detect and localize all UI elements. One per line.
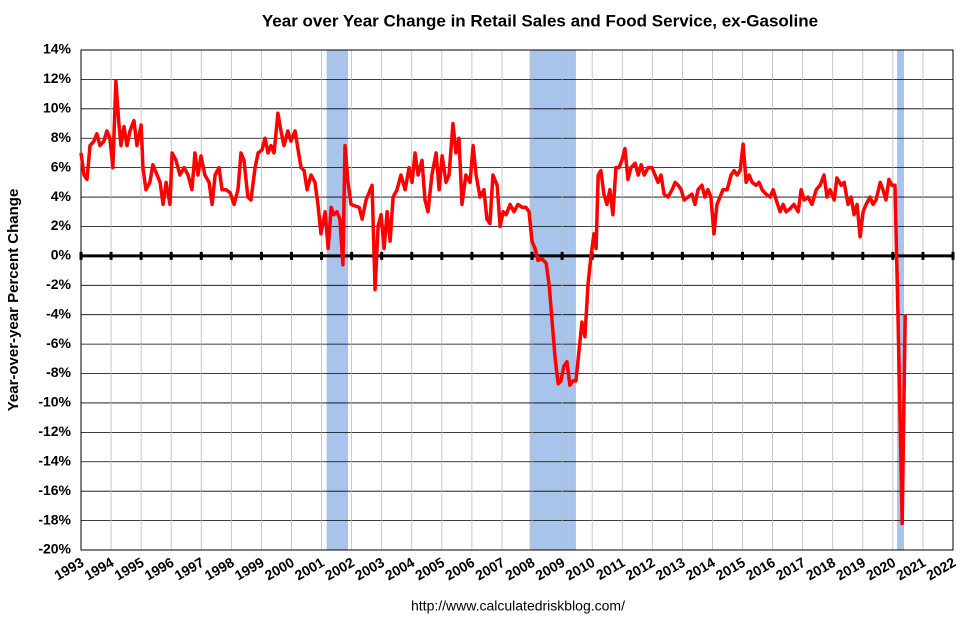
y-tick-label: 14% — [43, 41, 72, 57]
data-line — [79, 79, 907, 526]
y-tick-label: 8% — [51, 129, 72, 145]
y-tick-label: 4% — [51, 188, 72, 204]
y-axis-label: Year-over-year Percent Change — [5, 189, 22, 412]
x-tick-label: 2011 — [593, 554, 627, 583]
y-tick-label: -16% — [38, 482, 71, 498]
plot-area — [81, 50, 953, 550]
source: http://www.calculatedriskblog.com/ — [411, 598, 625, 614]
y-tick-label: 12% — [43, 70, 72, 86]
y-tick-label: -18% — [38, 511, 71, 527]
y-tick-label: -14% — [38, 452, 71, 468]
recession-band — [529, 50, 576, 550]
y-tick-label: 2% — [51, 217, 72, 233]
y-tick-label: -12% — [38, 423, 71, 439]
x-tick-label: 2022 — [923, 554, 958, 584]
chart-title: Year over Year Change in Retail Sales an… — [262, 11, 818, 30]
y-tick-label: -8% — [46, 364, 71, 380]
y-tick-label: -4% — [46, 305, 71, 321]
y-tick-label: 0% — [51, 247, 72, 263]
y-tick-label: 10% — [43, 100, 72, 116]
y-tick-label: -6% — [46, 335, 71, 351]
y-tick-label: -10% — [38, 394, 71, 410]
y-tick-label: -2% — [46, 276, 71, 292]
recession-band — [326, 50, 349, 550]
plot-border — [80, 49, 954, 551]
y-tick-label: 6% — [51, 158, 72, 174]
recession-band — [897, 50, 904, 550]
y-tick-label: -20% — [38, 541, 71, 557]
